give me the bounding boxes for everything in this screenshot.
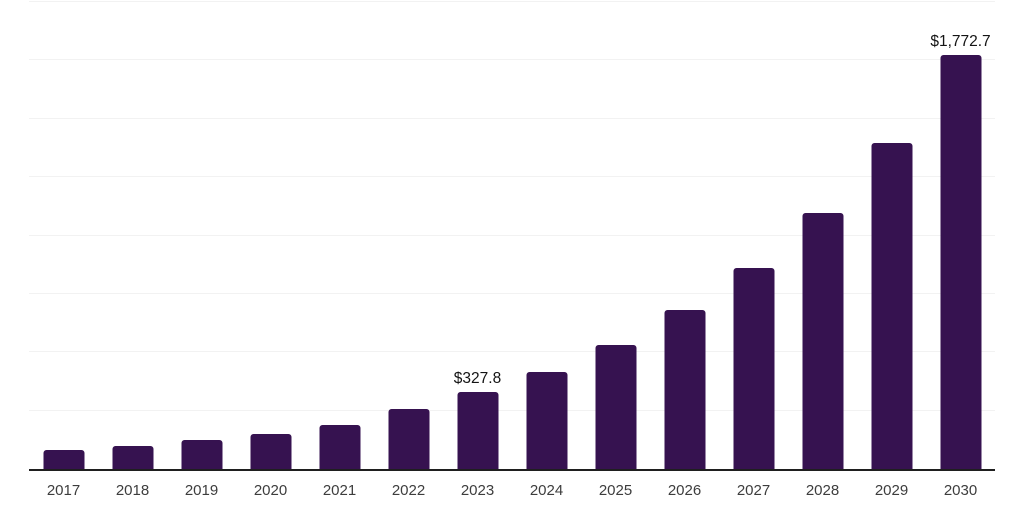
x-tick-label-2022: 2022: [391, 482, 426, 499]
bar-slot-2028: [788, 2, 857, 469]
bar-2026[interactable]: [664, 310, 705, 469]
x-tick-label-2026: 2026: [667, 482, 702, 499]
bar-slot-2030: $1,772.7: [926, 2, 995, 469]
bar-slot-2024: [512, 2, 581, 469]
bar-value-label-2023: $327.8: [453, 369, 502, 387]
gridline-250: [29, 409, 995, 411]
bar-2018[interactable]: [112, 446, 153, 469]
bar-2030[interactable]: [940, 55, 981, 469]
bar-2019[interactable]: [181, 440, 222, 469]
gridline-1250: [29, 176, 995, 178]
x-tick-label-2020: 2020: [253, 482, 288, 499]
gridline-1500: [29, 117, 995, 119]
gridline-750: [29, 292, 995, 294]
x-tick-label-2027: 2027: [736, 482, 771, 499]
x-tick-label-2021: 2021: [322, 482, 357, 499]
bar-2028[interactable]: [802, 212, 843, 469]
bar-slot-2029: [857, 2, 926, 469]
bar-2024[interactable]: [526, 371, 567, 469]
x-tick-label-2017: 2017: [46, 482, 81, 499]
bar-slot-2022: [374, 2, 443, 469]
bar-2029[interactable]: [871, 143, 912, 469]
bar-slot-2018: [98, 2, 167, 469]
gridlines: [29, 1, 995, 469]
x-tick-label-2018: 2018: [115, 482, 150, 499]
bar-2021[interactable]: [319, 424, 360, 469]
x-tick-label-2029: 2029: [874, 482, 909, 499]
plot-area: $327.8 $1,772.7: [29, 1, 995, 471]
bar-slot-2025: [581, 2, 650, 469]
bar-2027[interactable]: [733, 268, 774, 469]
bar-slot-2021: [305, 2, 374, 469]
gridline-1750: [29, 59, 995, 61]
x-axis-line: [29, 469, 995, 471]
bar-2020[interactable]: [250, 433, 291, 469]
bar-slot-2026: [650, 2, 719, 469]
bar-2017[interactable]: [43, 450, 84, 469]
gridline-1000: [29, 234, 995, 236]
bars-row: $327.8 $1,772.7: [29, 2, 995, 469]
gridline-2000: [29, 1, 995, 2]
bar-2025[interactable]: [595, 345, 636, 469]
bar-slot-2027: [719, 2, 788, 469]
bar-slot-2020: [236, 2, 305, 469]
x-tick-label-2019: 2019: [184, 482, 219, 499]
x-tick-label-2023: 2023: [460, 482, 495, 499]
bar-slot-2019: [167, 2, 236, 469]
bar-slot-2023: $327.8: [443, 2, 512, 469]
bar-value-label-2030: $1,772.7: [930, 32, 991, 50]
bar-slot-2017: [29, 2, 98, 469]
x-axis-labels: 2017 2018 2019 2020 2021 2022 2023 2024 2025 2026…: [29, 482, 995, 500]
bar-2023[interactable]: [457, 392, 498, 469]
x-tick-label-2025: 2025: [598, 482, 633, 499]
bar-2022[interactable]: [388, 408, 429, 469]
x-tick-label-2028: 2028: [805, 482, 840, 499]
x-tick-label-2024: 2024: [529, 482, 564, 499]
x-tick-label-2030: 2030: [943, 482, 978, 499]
gridline-500: [29, 351, 995, 353]
